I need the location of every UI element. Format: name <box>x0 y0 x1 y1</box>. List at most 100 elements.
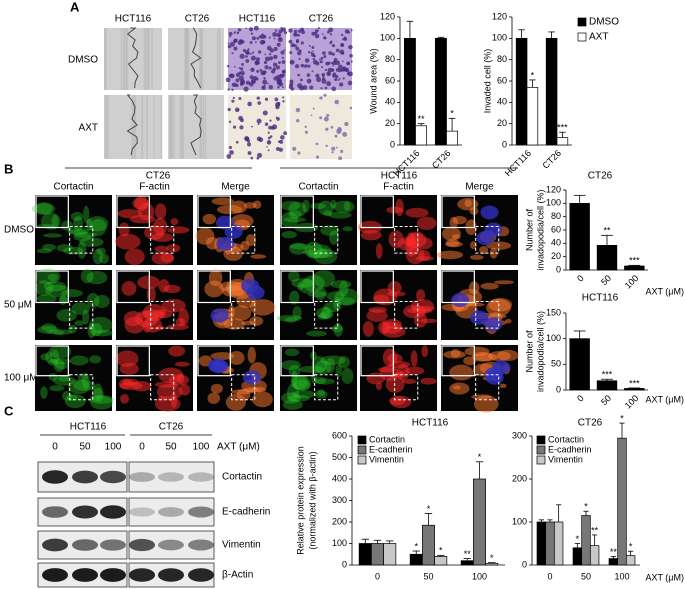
signal <box>321 306 331 320</box>
signal <box>91 387 104 403</box>
signal <box>289 242 307 255</box>
y-tick-label: 600 <box>332 430 347 440</box>
nucleus <box>216 236 235 251</box>
y-tick-label: 0 <box>556 264 561 274</box>
signal <box>247 346 256 364</box>
signal <box>94 295 110 309</box>
band <box>42 470 68 484</box>
zoom-box <box>314 301 339 329</box>
significance: * <box>490 553 494 563</box>
stained-cell <box>253 75 258 81</box>
signal <box>317 313 327 320</box>
signal <box>449 364 474 381</box>
signal <box>36 248 53 254</box>
stained-cell <box>272 62 278 67</box>
signal <box>73 380 96 391</box>
stained-cell <box>256 157 259 160</box>
y-axis-label: invadopodia/cell (%) <box>535 311 545 392</box>
y-tick-label: 120 <box>546 184 561 194</box>
signal <box>386 206 404 214</box>
signal <box>146 286 156 303</box>
signal <box>335 364 343 377</box>
bar <box>545 37 558 146</box>
stained-cell <box>337 79 340 82</box>
legend-label: DMSO <box>589 17 619 28</box>
stained-cell <box>292 146 297 151</box>
stained-cell <box>300 63 305 68</box>
stained-cell <box>258 137 264 143</box>
stained-cell <box>264 65 269 70</box>
stained-cell <box>234 31 237 34</box>
signal <box>283 217 306 223</box>
stained-cell <box>342 131 348 137</box>
zoom-box <box>231 374 256 401</box>
signal <box>211 197 234 206</box>
signal <box>450 349 461 358</box>
texture <box>133 95 137 159</box>
stained-cell <box>238 97 242 101</box>
stained-cell <box>226 65 230 68</box>
signal <box>314 376 327 385</box>
signal <box>288 210 302 219</box>
stained-cell <box>244 136 250 142</box>
stained-cell <box>342 60 344 63</box>
signal <box>73 231 98 238</box>
x-tick-label: 100 <box>472 571 487 581</box>
inset <box>280 345 314 377</box>
stained-cell <box>226 153 232 159</box>
legend-label: AXT <box>589 32 608 43</box>
stained-cell <box>250 52 252 55</box>
stained-cell <box>280 135 285 140</box>
signal <box>208 269 223 287</box>
signal <box>336 297 355 305</box>
signal <box>416 216 437 230</box>
legend-swatch <box>536 435 546 445</box>
stained-cell <box>326 113 330 117</box>
stained-cell <box>315 155 320 159</box>
stained-cell <box>266 145 268 148</box>
stained-cell <box>263 60 268 65</box>
inset <box>441 195 475 229</box>
texture <box>160 95 163 159</box>
signal <box>451 234 461 240</box>
texture <box>199 95 203 159</box>
inset <box>197 270 231 304</box>
x-tick-label: HCT116 <box>503 148 533 178</box>
signal <box>83 205 90 224</box>
signal <box>69 355 89 366</box>
stained-cell <box>316 77 322 83</box>
stained-cell <box>268 36 271 39</box>
protein-label: Cortactin <box>222 472 262 483</box>
stained-cell <box>277 33 281 37</box>
signal <box>58 295 67 306</box>
signal <box>326 291 345 302</box>
signal <box>291 370 298 386</box>
texture <box>199 28 202 90</box>
y-tick-label: 0 <box>390 139 395 149</box>
stained-cell <box>310 114 313 117</box>
signal <box>80 268 94 284</box>
signal <box>334 288 359 306</box>
group-header: CT26 <box>146 171 171 182</box>
stained-cell <box>264 56 270 62</box>
signal <box>405 207 429 218</box>
stained-cell <box>303 64 308 68</box>
stained-cell <box>240 80 246 86</box>
zoom-box <box>475 226 500 254</box>
signal <box>314 286 327 301</box>
signal <box>60 289 83 298</box>
y-tick-label: 400 <box>332 473 347 483</box>
significance: * <box>576 534 580 544</box>
dose-label: 0 <box>52 442 58 453</box>
signal <box>48 358 59 366</box>
signal <box>302 249 317 255</box>
y-tick-label: 60 <box>385 75 395 85</box>
group-header: CT26 <box>159 422 184 433</box>
signal <box>53 358 65 373</box>
zoom-box <box>475 301 500 329</box>
stained-cell <box>273 37 276 40</box>
bar <box>608 558 619 566</box>
bar <box>403 37 416 146</box>
stained-cell <box>289 79 294 84</box>
stained-cell <box>329 33 333 36</box>
